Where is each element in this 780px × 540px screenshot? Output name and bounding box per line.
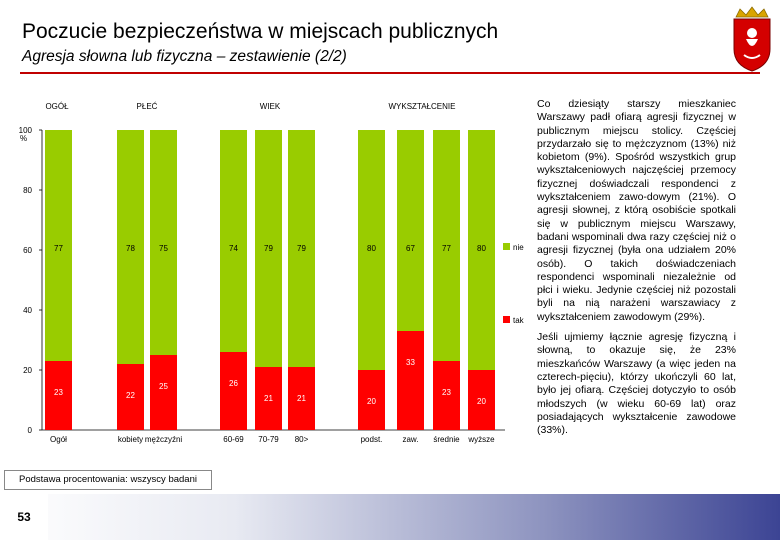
- data-label-tak: 25: [159, 382, 168, 391]
- category-label: 70-79: [258, 435, 279, 444]
- data-label-nie: 77: [54, 244, 63, 253]
- category-label: Ogół: [50, 435, 67, 444]
- bar-tak: [45, 361, 72, 430]
- category-label: kobiety: [118, 435, 143, 444]
- category-label: podst.: [361, 435, 383, 444]
- data-label-nie: 77: [442, 244, 451, 253]
- data-label-nie: 67: [406, 244, 415, 253]
- data-label-tak: 21: [297, 394, 306, 403]
- data-label-tak: 21: [264, 394, 273, 403]
- data-label-nie: 75: [159, 244, 168, 253]
- bar-nie: [397, 130, 424, 331]
- data-label-nie: 79: [297, 244, 306, 253]
- legend-swatch-tak: [503, 316, 510, 323]
- bar-nie: [358, 130, 385, 370]
- data-label-nie: 74: [229, 244, 238, 253]
- category-label: średnie: [433, 435, 460, 444]
- data-label-tak: 20: [477, 397, 486, 406]
- footer-gradient-bar: [0, 494, 780, 540]
- bar-nie: [468, 130, 495, 370]
- stacked-bar-chart: 0 20 40 60 80 100% OGÓŁ PŁEĆ WIEK WYKSZTAŁCENIE 23…: [19, 102, 525, 444]
- data-label-tak: 26: [229, 379, 238, 388]
- data-label-tak: 23: [54, 388, 63, 397]
- group-header: OGÓŁ: [45, 102, 69, 111]
- group-header: WYKSZTAŁCENIE: [389, 102, 456, 111]
- bar-tak: [468, 370, 495, 430]
- bar-nie: [45, 130, 72, 361]
- category-label: wyższe: [467, 435, 495, 444]
- page-title: Poczucie bezpieczeństwa w miejscach publ…: [22, 20, 499, 43]
- category-label: 80>: [295, 435, 309, 444]
- bar-tak: [358, 370, 385, 430]
- bar-nie: [150, 130, 177, 355]
- bar-tak: [220, 352, 247, 430]
- bar-tak: [150, 355, 177, 430]
- data-label-tak: 20: [367, 397, 376, 406]
- y-tick-label: 60: [23, 246, 32, 255]
- bar-tak: [117, 364, 144, 430]
- y-tick-label: 100: [19, 126, 33, 135]
- bar-tak: [433, 361, 460, 430]
- description-paragraph-2: Jeśli ujmiemy łącznie agresję fizyczną i…: [537, 331, 736, 437]
- data-label-nie: 80: [367, 244, 376, 253]
- data-label-tak: 33: [406, 358, 415, 367]
- y-tick-label: 80: [23, 186, 32, 195]
- bar-tak: [255, 367, 282, 430]
- data-label-tak: 22: [126, 391, 135, 400]
- title-underline: [20, 72, 760, 74]
- legend-swatch-nie: [503, 243, 510, 250]
- legend-label-tak: tak: [513, 316, 525, 325]
- y-tick-label: 0: [28, 426, 33, 435]
- page-subtitle: Agresja słowna lub fizyczna – zestawieni…: [22, 48, 347, 65]
- category-label: 60-69: [223, 435, 244, 444]
- data-label-nie: 80: [477, 244, 486, 253]
- bar-nie: [288, 130, 315, 367]
- group-header: PŁEĆ: [137, 102, 158, 111]
- description-text: Co dziesiąty starszy mieszkaniec Warszaw…: [537, 98, 736, 444]
- bar-nie: [220, 130, 247, 352]
- legend-label-nie: nie: [513, 243, 524, 252]
- bar-nie: [255, 130, 282, 367]
- warsaw-crest-icon: [733, 6, 771, 72]
- bar-nie: [117, 130, 144, 364]
- page-number: 53: [0, 494, 48, 540]
- data-label-nie: 78: [126, 244, 135, 253]
- bar-tak: [397, 331, 424, 430]
- base-note: Podstawa procentowania: wszyscy badani: [4, 470, 212, 490]
- description-paragraph-1: Co dziesiąty starszy mieszkaniec Warszaw…: [537, 98, 736, 323]
- category-label: zaw.: [402, 435, 418, 444]
- category-label: mężczyźni: [145, 435, 183, 444]
- data-label-nie: 79: [264, 244, 273, 253]
- y-tick-label: 40: [23, 306, 32, 315]
- bar-nie: [433, 130, 460, 361]
- y-tick-label: 20: [23, 366, 32, 375]
- data-label-tak: 23: [442, 388, 451, 397]
- y-unit-label: %: [20, 134, 27, 143]
- bar-tak: [288, 367, 315, 430]
- group-header: WIEK: [260, 102, 281, 111]
